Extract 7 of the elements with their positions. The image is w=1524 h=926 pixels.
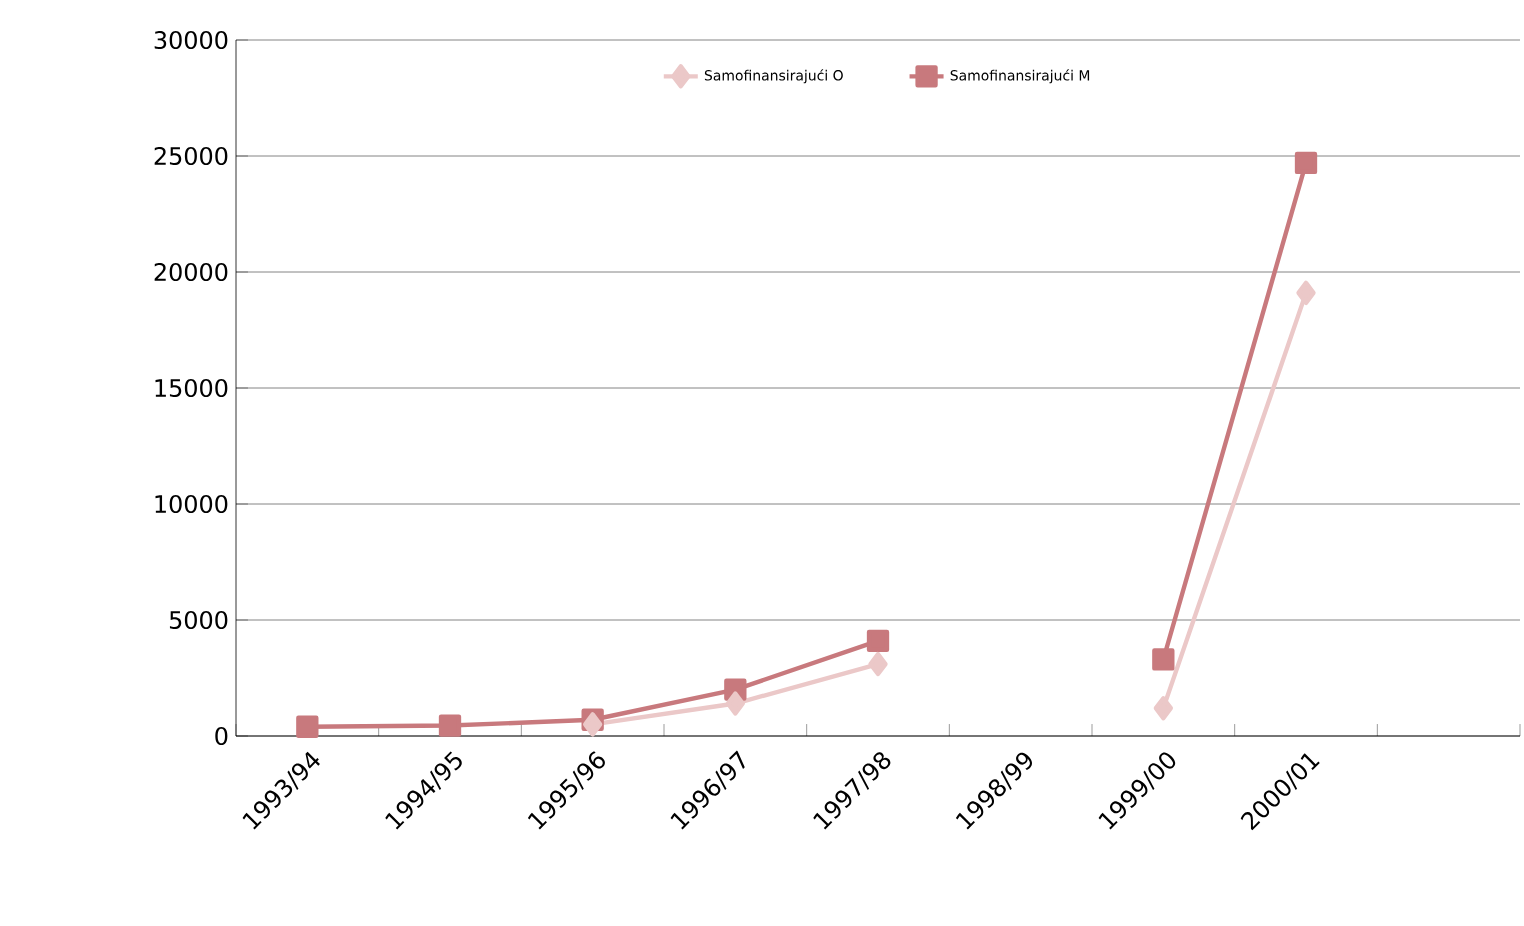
y-tick-label: 5000 [169,610,228,630]
y-tick-label: 30000 [154,30,228,50]
y-tick-label: 0 [215,726,228,746]
y-tick-label: 25000 [154,146,228,166]
y-tick-label: 15000 [155,378,228,398]
y-tick-label: 10000 [155,494,228,514]
y-tick-label: 20000 [154,262,228,282]
